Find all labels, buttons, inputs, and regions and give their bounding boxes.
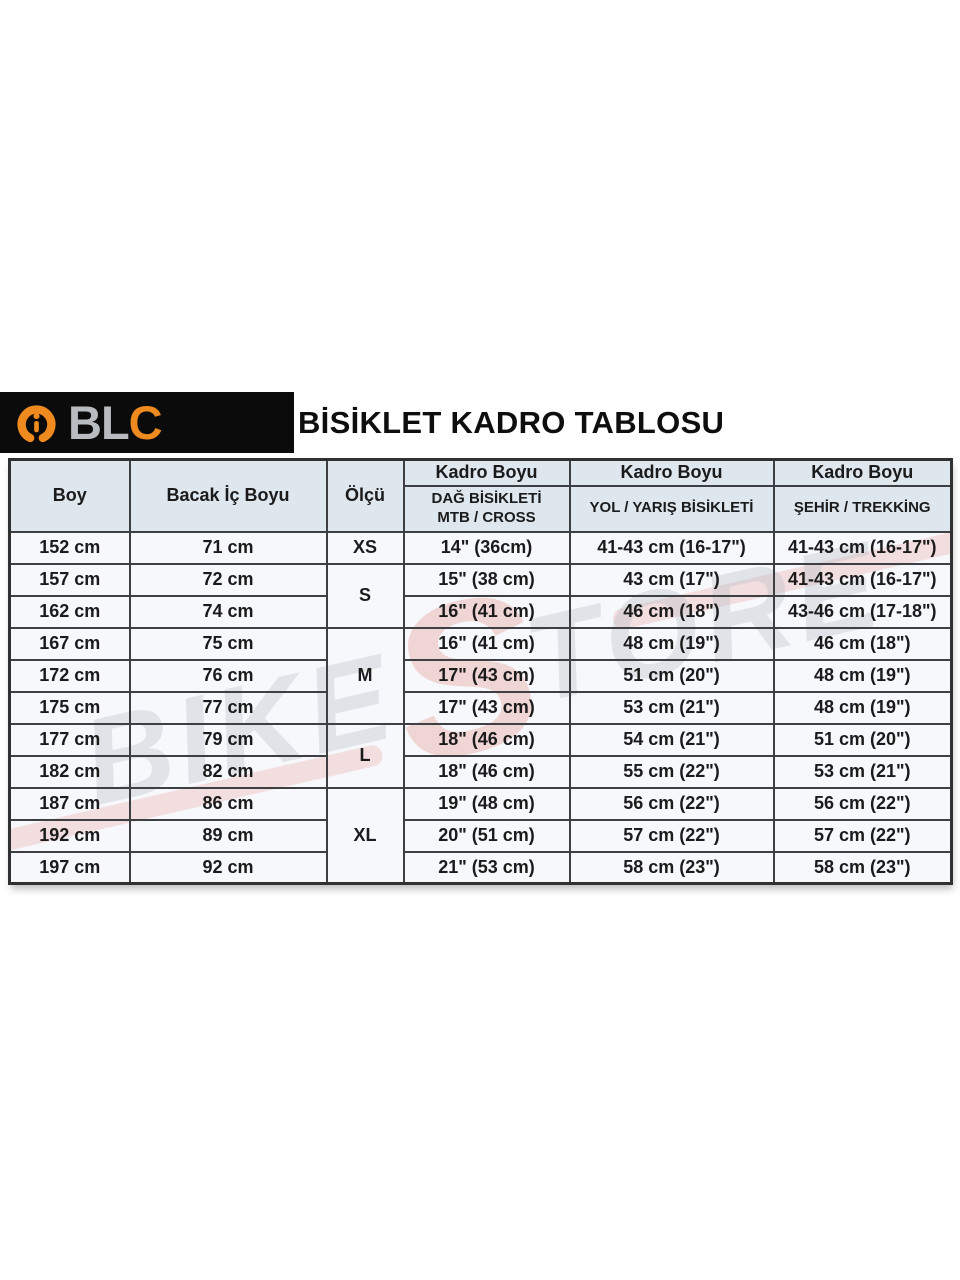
cell-size-xl: XL bbox=[325, 786, 405, 885]
cell-city: 41-43 cm (16-17") bbox=[772, 530, 953, 565]
cell-height: 182 cm bbox=[8, 754, 131, 789]
cell-road: 43 cm (17") bbox=[568, 562, 775, 597]
cell-mtb: 18" (46 cm) bbox=[402, 722, 571, 757]
table-row: 157 cm 72 cm S 15" (38 cm) 43 cm (17") 4… bbox=[8, 562, 953, 629]
cell-road: 46 cm (18") bbox=[568, 594, 775, 629]
cell-inseam: 71 cm bbox=[128, 530, 328, 565]
cell-inseam: 75 cm bbox=[128, 626, 328, 661]
cell-inseam: 72 cm bbox=[128, 562, 328, 597]
cell-city: 56 cm (22") bbox=[772, 786, 953, 821]
page-title: BİSİKLET KADRO TABLOSU bbox=[298, 404, 725, 440]
table-row: 167 cm 75 cm M 16" (41 cm) 48 cm (19") 4… bbox=[8, 626, 953, 725]
cell-mtb: 16" (41 cm) bbox=[402, 626, 571, 661]
blc-ring-icon bbox=[17, 405, 56, 443]
cell-mtb: 17" (43 cm) bbox=[402, 690, 571, 725]
cell-mtb: 20" (51 cm) bbox=[402, 818, 571, 853]
cell-height: 167 cm bbox=[8, 626, 131, 661]
cell-road: 48 cm (19") bbox=[568, 626, 775, 661]
cell-height: 162 cm bbox=[8, 594, 131, 629]
cell-city: 48 cm (19") bbox=[772, 690, 953, 725]
cell-height: 187 cm bbox=[8, 786, 131, 821]
subheader-city: ŞEHİR / TREKKİNG bbox=[772, 484, 953, 533]
table-row: 152 cm 71 cm XS 14" (36cm) 41-43 cm (16-… bbox=[8, 530, 953, 565]
brand-logo-text: BLC bbox=[68, 396, 163, 449]
cell-height: 157 cm bbox=[8, 562, 131, 597]
subheader-road: YOL / YARIŞ BİSİKLETİ bbox=[568, 484, 775, 533]
subheader-mtb-line2: MTB / CROSS bbox=[437, 508, 536, 526]
cell-road: 55 cm (22") bbox=[568, 754, 775, 789]
cell-mtb: 19" (48 cm) bbox=[402, 786, 571, 821]
cell-inseam: 82 cm bbox=[128, 754, 328, 789]
col-header-inseam: Bacak İç Boyu bbox=[128, 458, 328, 533]
subheader-mtb-line1: DAĞ BİSİKLETİ bbox=[431, 489, 542, 507]
cell-city: 41-43 cm (16-17") bbox=[772, 562, 953, 597]
header-row-2: DAĞ BİSİKLETİ MTB / CROSS YOL / YARIŞ Bİ… bbox=[10, 484, 953, 533]
col-header-kadro-city: Kadro Boyu bbox=[772, 458, 953, 487]
col-header-boy: Boy bbox=[8, 458, 131, 533]
size-chart-container: BIKE S TORE Boy Bacak İç Boyu Ölçü Kadro… bbox=[8, 458, 953, 885]
cell-road: 51 cm (20") bbox=[568, 658, 775, 693]
cell-height: 172 cm bbox=[8, 658, 131, 693]
cell-inseam: 77 cm bbox=[128, 690, 328, 725]
cell-road: 58 cm (23") bbox=[568, 850, 775, 885]
cell-city: 51 cm (20") bbox=[772, 722, 953, 757]
cell-size-xs: XS bbox=[325, 530, 405, 565]
cell-city: 46 cm (18") bbox=[772, 626, 953, 661]
cell-city: 57 cm (22") bbox=[772, 818, 953, 853]
subheader-mtb: DAĞ BİSİKLETİ MTB / CROSS bbox=[402, 484, 571, 533]
cell-inseam: 86 cm bbox=[128, 786, 328, 821]
cell-mtb: 21" (53 cm) bbox=[402, 850, 571, 885]
cell-height: 177 cm bbox=[8, 722, 131, 757]
cell-inseam: 92 cm bbox=[128, 850, 328, 885]
cell-road: 41-43 cm (16-17") bbox=[568, 530, 775, 565]
cell-road: 57 cm (22") bbox=[568, 818, 775, 853]
cell-size-l: L bbox=[325, 722, 405, 789]
col-header-size: Ölçü bbox=[325, 458, 405, 533]
cell-height: 197 cm bbox=[8, 850, 131, 885]
cell-inseam: 74 cm bbox=[128, 594, 328, 629]
cell-size-s: S bbox=[325, 562, 405, 629]
cell-size-m: M bbox=[325, 626, 405, 725]
cell-mtb: 14" (36cm) bbox=[402, 530, 571, 565]
table-row: 187 cm 86 cm XL 19" (48 cm) 56 cm (22") … bbox=[8, 786, 953, 885]
cell-road: 54 cm (21") bbox=[568, 722, 775, 757]
size-chart-table: Boy Bacak İç Boyu Ölçü Kadro Boyu Kadro … bbox=[8, 458, 953, 885]
cell-inseam: 76 cm bbox=[128, 658, 328, 693]
table-row: 172 cm 76 cm 17" (43 cm) 51 cm (20") 48 … bbox=[8, 658, 953, 693]
table-row: 175 cm 77 cm 17" (43 cm) 53 cm (21") 48 … bbox=[8, 690, 953, 725]
col-header-kadro-mtb: Kadro Boyu bbox=[402, 458, 571, 487]
header-row-1: Boy Bacak İç Boyu Ölçü Kadro Boyu Kadro … bbox=[8, 458, 953, 533]
cell-city: 58 cm (23") bbox=[772, 850, 953, 885]
brand-logo-bl: BL bbox=[68, 396, 130, 449]
cell-mtb: 17" (43 cm) bbox=[402, 658, 571, 693]
cell-mtb: 18" (46 cm) bbox=[402, 754, 571, 789]
brand-logo-c: C bbox=[128, 396, 163, 449]
cell-road: 53 cm (21") bbox=[568, 690, 775, 725]
brand-bar: BLC bbox=[0, 392, 294, 453]
cell-mtb: 15" (38 cm) bbox=[402, 562, 571, 597]
table-row: 162 cm 74 cm 16" (41 cm) 46 cm (18") 43-… bbox=[8, 594, 953, 629]
cell-city: 43-46 cm (17-18") bbox=[772, 594, 953, 629]
cell-road: 56 cm (22") bbox=[568, 786, 775, 821]
cell-mtb: 16" (41 cm) bbox=[402, 594, 571, 629]
table-row: 192 cm 89 cm 20" (51 cm) 57 cm (22") 57 … bbox=[8, 818, 953, 853]
cell-height: 175 cm bbox=[8, 690, 131, 725]
table-row: 177 cm 79 cm L 18" (46 cm) 54 cm (21") 5… bbox=[8, 722, 953, 789]
cell-inseam: 89 cm bbox=[128, 818, 328, 853]
cell-city: 53 cm (21") bbox=[772, 754, 953, 789]
cell-height: 152 cm bbox=[8, 530, 131, 565]
table-row: 197 cm 92 cm 21" (53 cm) 58 cm (23") 58 … bbox=[8, 850, 953, 885]
cell-inseam: 79 cm bbox=[128, 722, 328, 757]
col-header-kadro-road: Kadro Boyu bbox=[568, 458, 775, 487]
cell-height: 192 cm bbox=[8, 818, 131, 853]
table-row: 182 cm 82 cm 18" (46 cm) 55 cm (22") 53 … bbox=[8, 754, 953, 789]
cell-city: 48 cm (19") bbox=[772, 658, 953, 693]
